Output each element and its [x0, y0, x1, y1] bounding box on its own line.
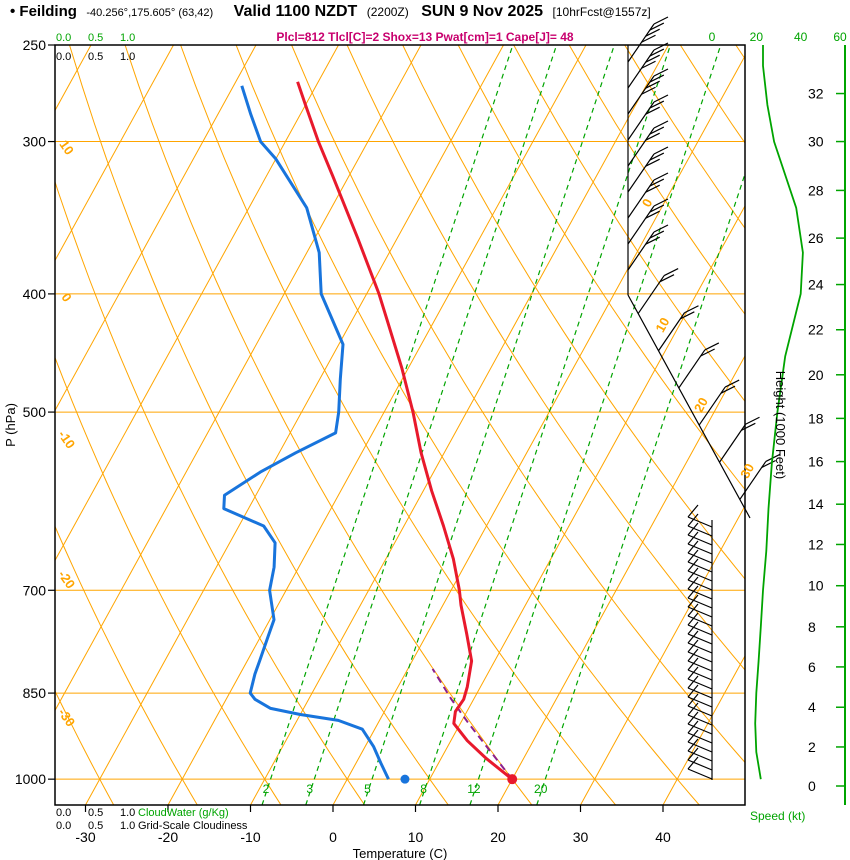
- svg-text:-20: -20: [158, 829, 178, 845]
- sounding-curves: [222, 81, 518, 785]
- svg-text:20: 20: [808, 367, 824, 383]
- svg-text:300: 300: [23, 134, 47, 150]
- isotherm-lines: [55, 45, 745, 805]
- svg-text:20: 20: [534, 782, 548, 796]
- svg-text:3: 3: [306, 782, 313, 796]
- svg-text:0: 0: [639, 196, 656, 210]
- svg-text:0: 0: [329, 829, 337, 845]
- cloudiness-label: Grid-Scale Cloudiness: [138, 820, 248, 832]
- svg-text:0: 0: [808, 778, 816, 794]
- svg-text:0.5: 0.5: [88, 807, 103, 819]
- svg-text:2: 2: [808, 739, 816, 755]
- svg-text:14: 14: [808, 496, 824, 512]
- svg-text:10: 10: [408, 829, 424, 845]
- svg-text:30: 30: [808, 134, 824, 150]
- speed-axis-title: Speed (kt): [750, 809, 805, 823]
- svg-text:24: 24: [808, 277, 824, 293]
- svg-text:5: 5: [364, 782, 371, 796]
- svg-text:22: 22: [808, 322, 824, 338]
- mixing-ratio-lines: [261, 45, 745, 805]
- valid-time: Valid 1100 NZDT: [233, 3, 358, 20]
- svg-text:-10: -10: [240, 829, 260, 845]
- svg-text:40: 40: [794, 30, 808, 44]
- svg-text:20: 20: [750, 30, 764, 44]
- sounding-indices: Plcl=812 Tlcl[C]=2 Shox=13 Pwat[cm]=1 Ca…: [276, 30, 574, 44]
- svg-text:0: 0: [709, 30, 716, 44]
- svg-text:32: 32: [808, 86, 824, 102]
- cloudwater-label: CloudWater (g/Kg): [138, 807, 229, 819]
- svg-text:12: 12: [467, 782, 481, 796]
- dry-adiabat-lines: [55, 45, 745, 805]
- svg-text:10: 10: [808, 578, 824, 594]
- temperature-axis-title: Temperature (C): [353, 846, 448, 860]
- svg-text:10: 10: [56, 137, 77, 157]
- svg-text:8: 8: [420, 782, 427, 796]
- svg-text:1.0: 1.0: [120, 32, 135, 44]
- parcel-curve: [431, 668, 513, 780]
- svg-text:-30: -30: [75, 829, 95, 845]
- forecast-info: [10hrFcst@1557z]: [552, 5, 651, 19]
- svg-text:16: 16: [808, 454, 824, 470]
- svg-text:12: 12: [808, 536, 824, 552]
- svg-text:0: 0: [58, 290, 74, 305]
- plot-frame: [54, 44, 746, 806]
- pressure-axis-title: P (hPa): [3, 403, 18, 447]
- svg-text:1000: 1000: [15, 771, 46, 787]
- header: • Feilding -40.256°,175.605° (63,42) Val…: [10, 3, 850, 21]
- svg-text:18: 18: [808, 410, 824, 426]
- svg-text:250: 250: [23, 37, 47, 53]
- svg-text:20: 20: [691, 395, 711, 415]
- svg-text:30: 30: [573, 829, 589, 845]
- svg-text:-30: -30: [55, 705, 78, 729]
- svg-text:700: 700: [23, 582, 47, 598]
- svg-text:0.0: 0.0: [56, 51, 71, 63]
- height-axis-title: Height (1000 Feet): [773, 371, 788, 479]
- svg-text:850: 850: [23, 685, 47, 701]
- svg-text:0.0: 0.0: [56, 32, 71, 44]
- svg-text:1.0: 1.0: [120, 820, 135, 832]
- svg-text:20: 20: [490, 829, 506, 845]
- station-coords: -40.256°,175.605° (63,42): [86, 7, 214, 19]
- svg-text:10: 10: [652, 315, 672, 335]
- surface-temperature-dot: [507, 774, 518, 785]
- station-name: • Feilding: [10, 3, 77, 20]
- svg-text:2: 2: [263, 782, 270, 796]
- svg-text:4: 4: [808, 699, 816, 715]
- speed-curve: [754, 45, 804, 780]
- temperature-curve: [296, 81, 514, 781]
- dewpoint-curve: [222, 85, 390, 780]
- wind-barbs: [627, 16, 781, 780]
- svg-text:8: 8: [808, 619, 816, 635]
- svg-text:1.0: 1.0: [120, 807, 135, 819]
- svg-text:0.5: 0.5: [88, 820, 103, 832]
- valid-date: SUN 9 Nov 2025: [421, 3, 544, 20]
- svg-text:0.0: 0.0: [56, 820, 71, 832]
- svg-text:0.0: 0.0: [56, 807, 71, 819]
- svg-text:40: 40: [655, 829, 671, 845]
- valid-time-utc: (2200Z): [366, 5, 409, 19]
- svg-text:400: 400: [23, 286, 47, 302]
- svg-text:28: 28: [808, 182, 824, 198]
- svg-text:500: 500: [23, 404, 47, 420]
- svg-text:6: 6: [808, 659, 816, 675]
- svg-text:30: 30: [737, 461, 757, 481]
- svg-text:26: 26: [808, 230, 824, 246]
- background-grid: [55, 45, 745, 805]
- surface-dewpoint-dot: [400, 774, 410, 784]
- svg-text:0.5: 0.5: [88, 51, 103, 63]
- svg-text:-10: -10: [55, 427, 78, 451]
- svg-text:0.5: 0.5: [88, 32, 103, 44]
- svg-text:1.0: 1.0: [120, 51, 135, 63]
- svg-text:60: 60: [833, 30, 847, 44]
